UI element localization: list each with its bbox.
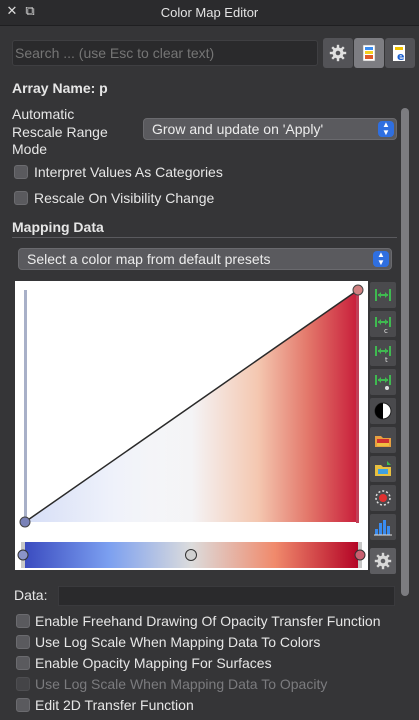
rescale-visibility-checkbox[interactable] xyxy=(14,191,28,205)
select-arrows-icon: ▲ ▼ xyxy=(373,251,389,267)
preset-select[interactable]: Select a color map from default presets … xyxy=(18,248,392,270)
rescale-label-line2: Rescale Range xyxy=(12,123,108,140)
interpret-categories-label: Interpret Values As Categories xyxy=(34,164,223,180)
left-range-bar xyxy=(24,290,27,523)
search-input[interactable] xyxy=(12,40,318,66)
edit-colormap-icon: e xyxy=(393,45,405,62)
annotations-icon xyxy=(375,490,391,506)
transfer-function-editor[interactable] xyxy=(15,281,368,570)
rescale-label-line3: Mode xyxy=(12,141,48,157)
freehand-checkbox[interactable] xyxy=(16,614,30,628)
color-point-end[interactable] xyxy=(354,549,366,561)
right-range-bar xyxy=(356,290,359,523)
rescale-label-line1: Automatic xyxy=(12,106,75,122)
advanced-gear-icon xyxy=(374,552,392,570)
array-name-label: Array Name: p xyxy=(12,80,108,96)
title-bar: ✕ ⧉ Color Map Editor xyxy=(0,0,419,26)
opacity-surfaces-label: Enable Opacity Mapping For Surfaces xyxy=(35,655,272,671)
save-preset-button[interactable] xyxy=(370,427,396,453)
data-label: Data: xyxy=(14,587,48,603)
svg-text:c: c xyxy=(384,327,388,334)
color-palette-icon xyxy=(362,44,376,62)
scrollbar-thumb[interactable] xyxy=(401,108,409,596)
rescale-custom-range-icon: c xyxy=(375,317,391,334)
color-point-start[interactable] xyxy=(17,549,29,561)
interpret-categories-checkbox[interactable] xyxy=(14,165,28,179)
histogram-button[interactable] xyxy=(370,514,396,540)
float-window-icon[interactable]: ⧉ xyxy=(25,4,35,19)
rescale-visible-range-button[interactable] xyxy=(370,369,396,395)
color-palette-button[interactable] xyxy=(354,38,384,68)
gear-button[interactable] xyxy=(323,38,353,68)
edit-2d-checkbox[interactable] xyxy=(16,698,30,712)
rescale-mode-label: Automatic Rescale Range Mode xyxy=(12,106,108,159)
opacity-line xyxy=(24,289,359,523)
edit-2d-label: Edit 2D Transfer Function xyxy=(35,697,194,713)
preset-select-value: Select a color map from default presets xyxy=(27,251,271,267)
rescale-visible-range-icon xyxy=(375,375,391,390)
opacity-point-end[interactable] xyxy=(352,284,364,296)
rescale-temporal-range-icon: t xyxy=(375,346,391,363)
rescale-visibility-label: Rescale On Visibility Change xyxy=(34,190,215,206)
rescale-custom-range-button[interactable]: c xyxy=(370,311,396,337)
log-opacity-label: Use Log Scale When Mapping Data To Opaci… xyxy=(35,676,328,692)
save-preset-icon xyxy=(375,436,391,447)
invert-colormap-button[interactable] xyxy=(370,398,396,424)
rescale-to-data-range-icon xyxy=(375,289,391,301)
select-arrows-icon: ▲ ▼ xyxy=(378,121,394,137)
svg-text:e: e xyxy=(397,50,404,62)
choose-preset-button[interactable] xyxy=(370,456,396,482)
window-title: Color Map Editor xyxy=(160,5,259,20)
choose-preset-icon xyxy=(375,461,391,476)
invert-colormap-icon xyxy=(374,402,392,420)
freehand-label: Enable Freehand Drawing Of Opacity Trans… xyxy=(35,613,381,629)
log-colors-label: Use Log Scale When Mapping Data To Color… xyxy=(35,634,321,650)
rescale-temporal-range-button[interactable]: t xyxy=(370,340,396,366)
gear-icon xyxy=(329,44,347,62)
data-value-field[interactable] xyxy=(58,586,395,606)
mapping-data-title: Mapping Data xyxy=(12,219,104,235)
rescale-mode-select[interactable]: Grow and update on 'Apply' ▲ ▼ xyxy=(143,118,397,140)
annotations-button[interactable] xyxy=(370,485,396,511)
rescale-to-data-range-button[interactable] xyxy=(370,282,396,308)
edit-colormap-button[interactable]: e xyxy=(385,38,415,68)
section-divider xyxy=(12,237,397,238)
opacity-point-start[interactable] xyxy=(19,516,31,528)
color-point-mid[interactable] xyxy=(185,549,197,561)
close-icon[interactable]: ✕ xyxy=(6,4,18,19)
log-opacity-checkbox xyxy=(16,677,30,691)
svg-text:t: t xyxy=(385,356,388,363)
histogram-icon xyxy=(374,520,392,536)
opacity-surfaces-checkbox[interactable] xyxy=(16,656,30,670)
rescale-mode-value: Grow and update on 'Apply' xyxy=(152,121,324,137)
transfer-function-canvas[interactable] xyxy=(15,281,368,570)
advanced-settings-button[interactable] xyxy=(370,548,396,574)
log-colors-checkbox[interactable] xyxy=(16,635,30,649)
